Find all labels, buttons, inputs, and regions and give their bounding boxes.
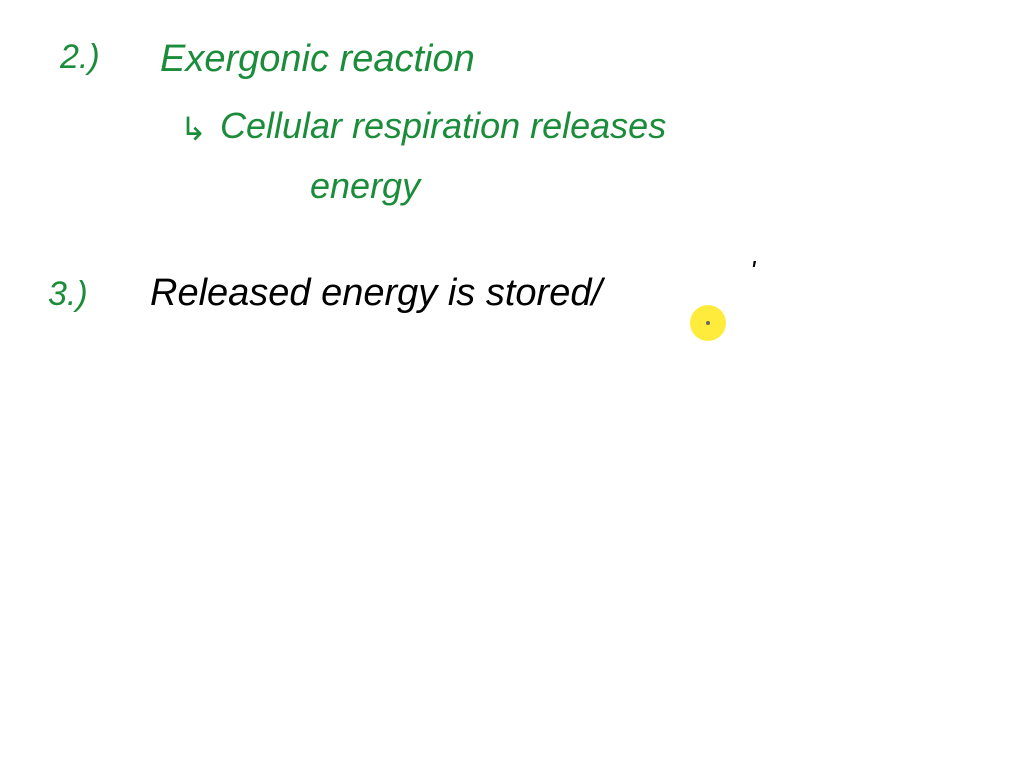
item2-subtext-line1: Cellular respiration releases [220,105,666,147]
item2-arrow-icon: ↳ [180,110,207,148]
item3-number: 3.) [48,275,88,314]
item3-trailing-mark: ' [750,255,755,287]
cursor-highlight-icon [690,305,726,341]
item3-text: Released energy is stored/ [150,272,602,315]
item2-subtext-line2: energy [310,165,420,207]
item2-number: 2.) [60,38,100,77]
item2-title: Exergonic reaction [160,38,475,81]
